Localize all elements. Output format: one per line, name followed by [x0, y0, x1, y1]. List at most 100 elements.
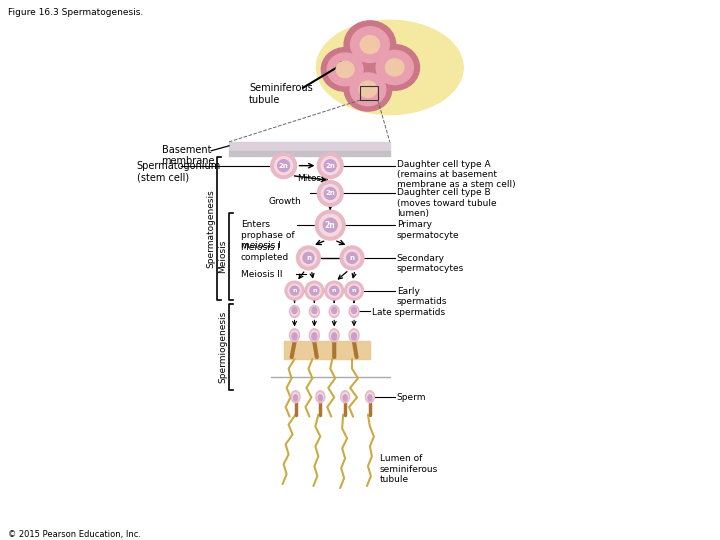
Text: Enters
prophase of
meiosis I: Enters prophase of meiosis I — [241, 220, 294, 250]
Ellipse shape — [292, 393, 299, 401]
Ellipse shape — [329, 329, 339, 342]
Ellipse shape — [289, 329, 300, 342]
Ellipse shape — [368, 395, 372, 401]
Text: Basement
membrane: Basement membrane — [161, 145, 215, 166]
Ellipse shape — [376, 50, 413, 85]
Text: n: n — [350, 255, 354, 261]
Ellipse shape — [288, 284, 301, 297]
Text: n: n — [292, 288, 297, 293]
Ellipse shape — [351, 333, 356, 340]
Text: Spermatogonium
(stem cell): Spermatogonium (stem cell) — [137, 161, 221, 183]
Ellipse shape — [275, 157, 292, 174]
Ellipse shape — [385, 59, 404, 76]
Ellipse shape — [366, 391, 374, 403]
Text: n: n — [312, 288, 317, 293]
Text: 2n: 2n — [325, 221, 336, 230]
Ellipse shape — [316, 391, 325, 403]
Text: Lumen of
seminiferous
tubule: Lumen of seminiferous tubule — [380, 454, 438, 484]
Ellipse shape — [360, 36, 379, 53]
Ellipse shape — [321, 157, 339, 174]
Ellipse shape — [291, 391, 300, 403]
Ellipse shape — [324, 160, 336, 172]
Ellipse shape — [344, 250, 360, 266]
Ellipse shape — [351, 331, 358, 340]
Ellipse shape — [332, 333, 337, 340]
Bar — [360, 86, 378, 100]
Text: Daughter cell type B
(moves toward tubule
lumen): Daughter cell type B (moves toward tubul… — [397, 188, 496, 218]
Ellipse shape — [329, 306, 339, 318]
Ellipse shape — [346, 252, 358, 264]
Ellipse shape — [294, 395, 297, 401]
Text: Meiosis I
completed: Meiosis I completed — [241, 243, 289, 262]
Ellipse shape — [321, 48, 369, 91]
Ellipse shape — [290, 286, 299, 295]
Ellipse shape — [318, 153, 343, 179]
Text: Primary
spermatocyte: Primary spermatocyte — [397, 220, 459, 240]
Text: 2n: 2n — [279, 163, 289, 168]
Ellipse shape — [310, 329, 320, 342]
Ellipse shape — [344, 68, 392, 111]
Text: Growth: Growth — [269, 198, 302, 206]
Ellipse shape — [318, 180, 343, 206]
Ellipse shape — [292, 307, 297, 313]
Text: Spermiogenesis: Spermiogenesis — [218, 310, 227, 383]
Ellipse shape — [300, 250, 316, 266]
Ellipse shape — [311, 307, 318, 315]
Ellipse shape — [316, 21, 463, 114]
Ellipse shape — [367, 393, 373, 401]
Ellipse shape — [289, 306, 300, 318]
Ellipse shape — [291, 307, 298, 315]
Ellipse shape — [332, 307, 337, 313]
Ellipse shape — [370, 45, 420, 90]
Ellipse shape — [318, 393, 323, 401]
Ellipse shape — [292, 333, 297, 340]
Ellipse shape — [305, 281, 324, 300]
Text: Daughter cell type A
(remains at basement
membrane as a stem cell): Daughter cell type A (remains at basemen… — [397, 160, 516, 190]
Ellipse shape — [318, 395, 323, 401]
Ellipse shape — [345, 281, 364, 300]
Ellipse shape — [350, 286, 359, 295]
Ellipse shape — [349, 329, 359, 342]
Ellipse shape — [271, 153, 297, 179]
Text: Sperm: Sperm — [397, 393, 426, 402]
Ellipse shape — [344, 21, 396, 69]
Ellipse shape — [351, 307, 358, 315]
Ellipse shape — [351, 27, 390, 63]
Text: n: n — [352, 288, 356, 293]
Ellipse shape — [310, 306, 320, 318]
Ellipse shape — [341, 391, 350, 403]
Ellipse shape — [328, 53, 363, 86]
Ellipse shape — [312, 307, 317, 313]
Ellipse shape — [350, 73, 386, 106]
Ellipse shape — [340, 246, 364, 270]
Ellipse shape — [351, 307, 356, 313]
Text: n: n — [332, 288, 336, 293]
Text: Figure 16.3 Spermatogenesis.: Figure 16.3 Spermatogenesis. — [8, 8, 143, 17]
Ellipse shape — [311, 331, 318, 340]
Text: Spermatogenesis: Spermatogenesis — [206, 189, 215, 267]
Ellipse shape — [328, 284, 341, 297]
Ellipse shape — [291, 331, 298, 340]
Ellipse shape — [320, 214, 341, 236]
Ellipse shape — [315, 210, 345, 240]
Ellipse shape — [349, 306, 359, 318]
Ellipse shape — [324, 187, 336, 199]
Ellipse shape — [325, 281, 343, 300]
Text: 2n: 2n — [325, 191, 335, 197]
Text: n: n — [306, 255, 311, 261]
Text: Secondary
spermatocytes: Secondary spermatocytes — [397, 254, 464, 273]
Ellipse shape — [310, 286, 319, 295]
Ellipse shape — [308, 284, 321, 297]
Ellipse shape — [321, 185, 339, 202]
Ellipse shape — [336, 61, 354, 78]
Ellipse shape — [330, 331, 338, 340]
Ellipse shape — [348, 284, 361, 297]
Ellipse shape — [359, 81, 377, 97]
Text: © 2015 Pearson Education, Inc.: © 2015 Pearson Education, Inc. — [8, 530, 141, 539]
Ellipse shape — [297, 246, 320, 270]
Ellipse shape — [278, 160, 289, 172]
Text: Meiosis: Meiosis — [218, 240, 227, 273]
Ellipse shape — [312, 333, 317, 340]
Ellipse shape — [303, 252, 314, 264]
Ellipse shape — [343, 395, 347, 401]
